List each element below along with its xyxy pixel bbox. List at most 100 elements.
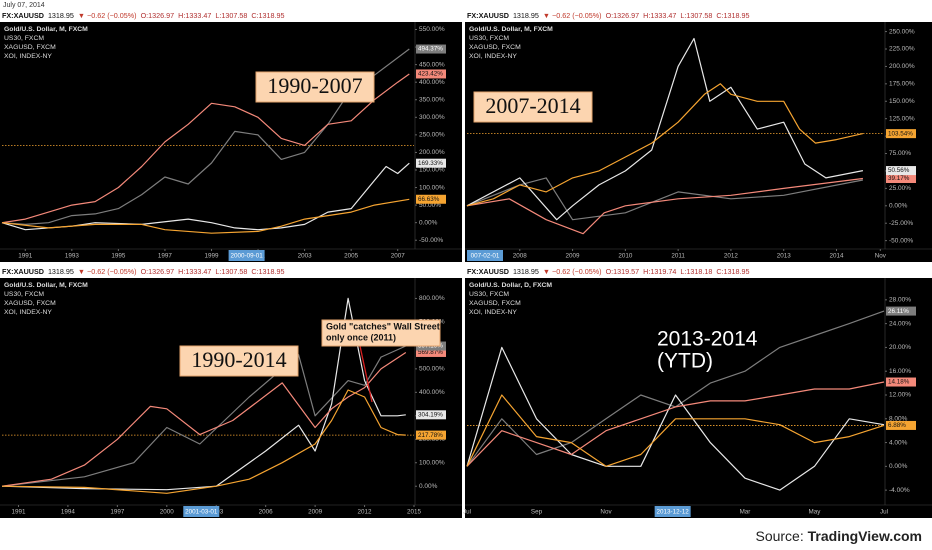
y-tick-label: 175.00% xyxy=(889,81,915,88)
end-badge xyxy=(886,166,916,176)
y-tick-label: 4.00% xyxy=(889,439,908,446)
end-badge-label: 50.56% xyxy=(888,167,910,174)
header-h: H:1333.47 xyxy=(178,11,211,20)
end-badge xyxy=(886,306,916,316)
header-symbol: FX:XAUUSD xyxy=(467,267,509,276)
annotation-box xyxy=(255,71,375,103)
series-line xyxy=(1,162,410,231)
legend-entry: Gold/U.S. Dollar, M, FXCM xyxy=(4,26,88,33)
series-line xyxy=(466,346,885,491)
y-tick-label: 0.00% xyxy=(889,463,908,470)
x-tick-label: 1993 xyxy=(65,253,80,260)
y-tick-label: 8.00% xyxy=(889,415,908,422)
legend-entry: XOI, INDEX-NY xyxy=(4,309,52,316)
x-tick-label: 2003 xyxy=(298,253,313,260)
header-change: ▼ −0.62 (−0.05%) xyxy=(78,267,137,276)
symbol-header: FX:XAUUSD 1318.95 ▼ −0.62 (−0.05%) O:1326.9… xyxy=(467,11,750,20)
panel-header xyxy=(0,10,462,22)
x-tick-label: 1997 xyxy=(110,509,125,516)
header-l: L:1307.58 xyxy=(215,267,247,276)
header-o: O:1319.57 xyxy=(606,267,640,276)
end-badge-label: 66.63% xyxy=(418,196,440,203)
legend-entry: US30, FXCM xyxy=(469,35,509,42)
x-tick-label: 2005 xyxy=(344,253,359,260)
x-tick-label: 2015 xyxy=(407,509,422,516)
panel-background xyxy=(0,278,462,518)
x-tick-label: Nov xyxy=(600,509,612,516)
y-tick-label: 0.00% xyxy=(419,219,438,226)
y-tick-label: 450.00% xyxy=(419,61,445,68)
x-tick-label: 1991 xyxy=(18,253,33,260)
end-badge xyxy=(886,377,916,387)
series-line xyxy=(466,177,864,221)
end-badge xyxy=(886,173,916,183)
end-badge-label: 103.54% xyxy=(888,130,913,137)
y-tick-label: -4.00% xyxy=(889,487,910,494)
end-badge-label: 26.11% xyxy=(888,308,909,315)
legend-entry: XAGUSD, FXCM xyxy=(4,300,56,307)
y-tick-label: 12.00% xyxy=(889,392,911,399)
panel-background xyxy=(0,22,462,262)
header-symbol: FX:XAUUSD xyxy=(467,11,509,20)
end-badge xyxy=(416,430,446,440)
header-c: C:1318.95 xyxy=(251,11,284,20)
series-line xyxy=(1,389,406,494)
symbol-header: FX:XAUUSD 1318.95 ▼ −0.62 (−0.05%) O:1326.9… xyxy=(2,11,285,20)
header-price: 1318.95 xyxy=(513,11,539,20)
legend-entry: Gold/U.S. Dollar, M, FXCM xyxy=(4,282,88,289)
y-tick-label: 225.00% xyxy=(889,46,915,53)
x-tick-label: 2008 xyxy=(513,253,528,260)
y-tick-label: 75.00% xyxy=(889,150,911,157)
x-tick-label: 2012 xyxy=(724,253,739,260)
header-h: H:1333.47 xyxy=(643,11,676,20)
annotation: (YTD) xyxy=(657,350,713,373)
y-tick-label: 500.00% xyxy=(419,366,445,373)
header-h: H:1333.47 xyxy=(178,267,211,276)
y-tick-label: 16.00% xyxy=(889,368,911,375)
end-badge xyxy=(416,158,446,168)
end-badge-label: 217.78% xyxy=(418,432,443,439)
x-tick-label: Mar xyxy=(740,509,751,516)
end-badge-label: 494.37% xyxy=(418,46,443,53)
annotation-box xyxy=(473,91,593,123)
header-o: O:1326.97 xyxy=(141,11,175,20)
y-tick-label: 200.00% xyxy=(419,149,445,156)
x-tick-label: 2014 xyxy=(829,253,844,260)
end-badge-label: 14.18% xyxy=(888,379,910,386)
x-tick-label: Sep xyxy=(531,509,543,516)
header-c: C:1318.95 xyxy=(716,11,749,20)
series-line xyxy=(466,177,863,235)
header-change: ▼ −0.62 (−0.05%) xyxy=(543,267,602,276)
y-tick-label: 400.00% xyxy=(419,79,445,86)
crosshair-badge xyxy=(654,506,691,517)
header-l: L:1307.58 xyxy=(680,11,712,20)
series-line xyxy=(1,297,406,491)
panel-header xyxy=(465,266,932,278)
header-symbol: FX:XAUUSD xyxy=(2,267,44,276)
header-change: ▼ −0.62 (−0.05%) xyxy=(78,11,137,20)
end-badge-label: 169.33% xyxy=(418,160,443,167)
series-line xyxy=(466,381,885,467)
y-tick-label: -50.00% xyxy=(889,237,913,244)
source-name: TradingView.com xyxy=(808,528,922,544)
series-line xyxy=(1,73,410,224)
annotation: 1990-2014 xyxy=(191,347,286,372)
x-tick-label: 1997 xyxy=(158,253,173,260)
y-tick-label: 24.00% xyxy=(889,320,911,327)
y-tick-label: 400.00% xyxy=(419,389,445,396)
legend-entry: US30, FXCM xyxy=(4,291,44,298)
x-tick-label: Nov xyxy=(875,253,887,260)
header-o: O:1326.97 xyxy=(606,11,640,20)
header-l: L:1318.18 xyxy=(680,267,712,276)
x-tick-label: 2012 xyxy=(358,509,373,516)
end-badge-label: 39.17% xyxy=(888,175,910,182)
end-badge xyxy=(886,420,916,430)
y-tick-label: 150.00% xyxy=(889,98,915,105)
x-tick-label: 2009 xyxy=(308,509,323,516)
x-tick-label: May xyxy=(809,509,822,516)
x-tick-label: 2011 xyxy=(671,253,685,260)
x-tick-label: 2010 xyxy=(618,253,633,260)
source-prefix: Source: xyxy=(755,528,807,544)
end-badge-label: 423.42% xyxy=(418,71,443,78)
y-tick-label: 125.00% xyxy=(889,115,915,122)
